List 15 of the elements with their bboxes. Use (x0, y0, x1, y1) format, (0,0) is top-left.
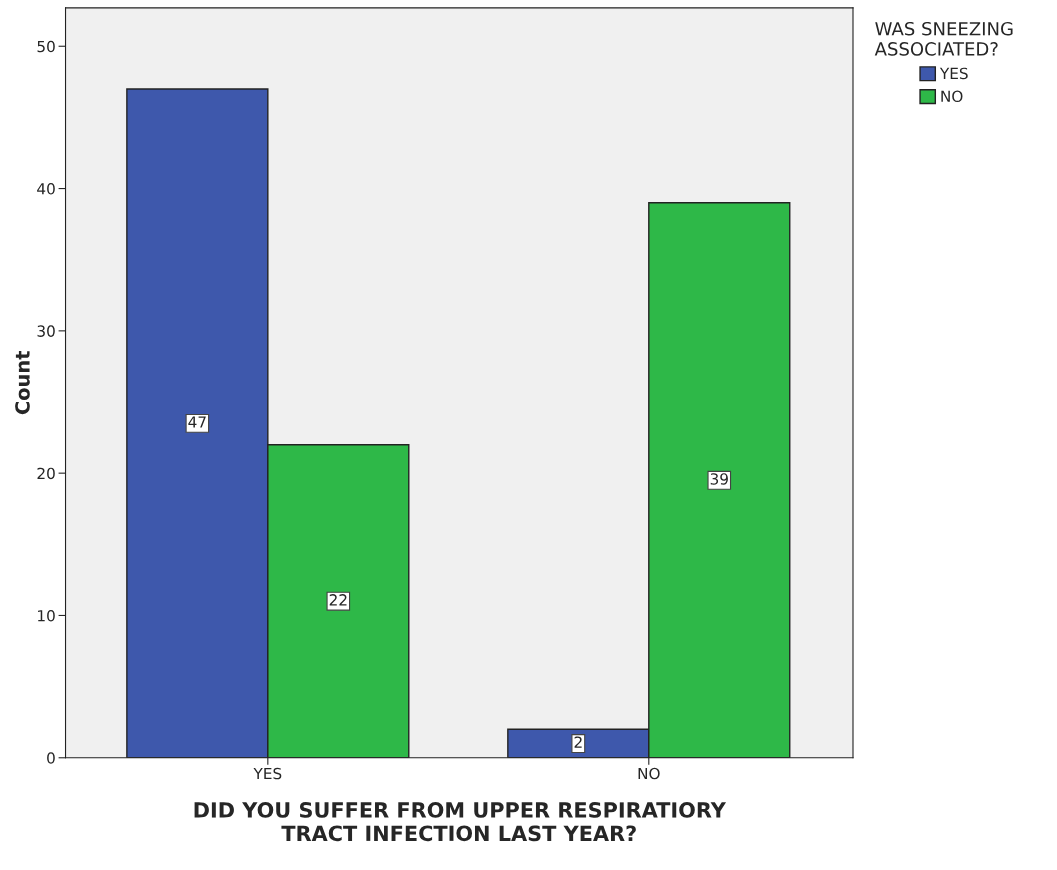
legend-label: YES (939, 67, 968, 80)
y-tick-label: 50 (37, 40, 55, 53)
y-tick-label: 40 (37, 183, 55, 195)
y-tick-label: 0 (47, 752, 55, 764)
data-label: 22 (329, 594, 347, 606)
x-axis-title: DID YOU SUFFER FROM UPPER RESPIRATIORY TRACT INFECTION LAST YEAR? (194, 802, 727, 842)
y-tick-label: 20 (37, 467, 55, 480)
legend-title: WAS SNEEZING ASSOCIATED? (874, 21, 1013, 56)
legend-label: NO (941, 90, 963, 103)
y-tick-label: 30 (37, 325, 55, 337)
data-label: 39 (710, 473, 728, 485)
y-tick-label: 10 (38, 609, 55, 622)
data-label: 2 (574, 736, 582, 748)
y-axis-title: Count (15, 350, 30, 415)
data-label: 47 (188, 416, 206, 428)
